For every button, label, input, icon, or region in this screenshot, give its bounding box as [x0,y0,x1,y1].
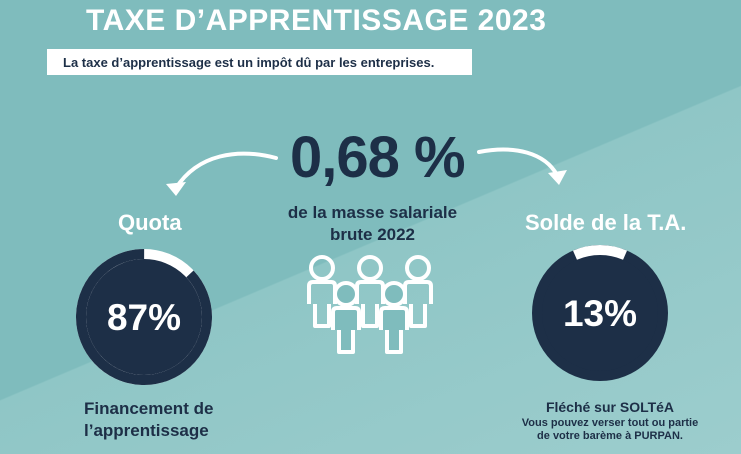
solde-desc-line1: Vous pouvez verser tout ou partie [521,417,699,429]
quota-percent: 87% [107,297,181,338]
solde-percent: 13% [563,293,637,334]
tax-base-line1: de la masse salariale [287,203,458,222]
solde-label: Solde de la T.A. [525,210,687,235]
tax-rate: 0,68 % [290,125,466,190]
arrow-right-icon [477,147,567,185]
subtitle-banner: La taxe d’apprentissage est un impôt dû … [47,49,472,75]
quota-desc-line1: Financement de [84,399,214,418]
quota-description: Financement de l’apprentissage [84,398,213,442]
quota-donut-fill [76,249,212,385]
solde-desc-line2: de votre barème à PURPAN. [537,430,683,442]
person-figure-5 [379,281,409,354]
quota-desc-line2: l’apprentissage [84,421,209,440]
person-figure-3 [403,255,433,328]
solde-donut: 13% [532,245,668,381]
subtitle-text: La taxe d’apprentissage est un impôt dû … [63,54,435,70]
people-group-icon [307,255,433,354]
solde-desc-title: Fléché sur SOLTéA [545,399,675,415]
quota-donut: 87% [76,249,212,385]
person-figure-4 [331,281,361,354]
tax-base: de la masse salariale brute 2022 [270,202,475,246]
arrow-left-icon [166,151,278,196]
tax-base-line2: brute 2022 [329,225,416,244]
person-figure-1 [307,255,337,328]
page-title: TAXE D’APPRENTISSAGE 2023 [86,4,547,37]
quota-label: Quota [118,210,182,235]
person-figure-2 [355,255,385,328]
solde-description: Fléché sur SOLTéA Vous pouvez verser tou… [485,398,735,443]
